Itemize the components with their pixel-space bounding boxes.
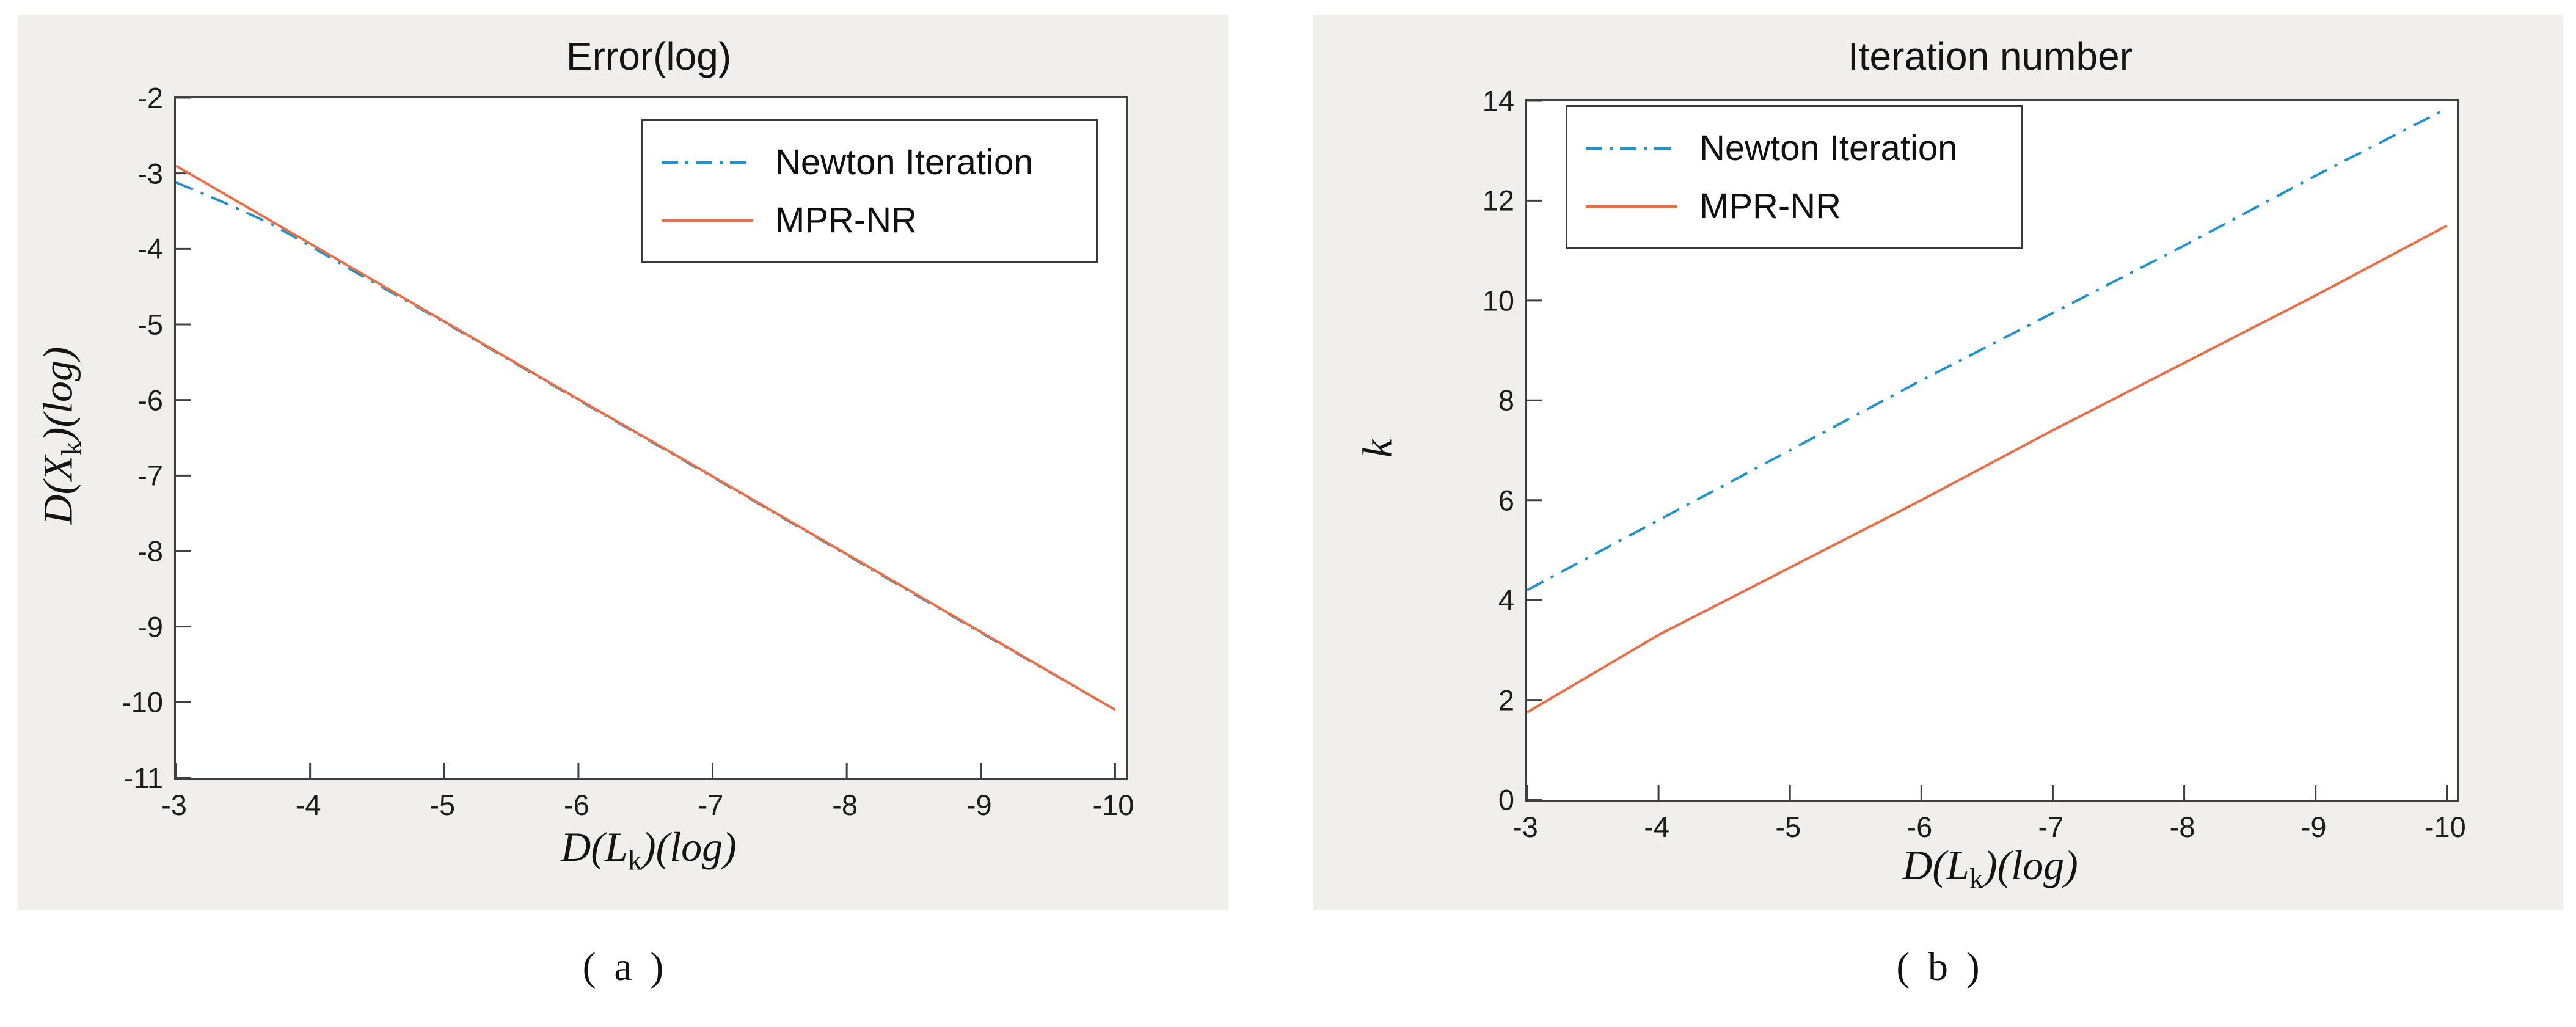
x-tick-label: -7 — [698, 789, 724, 821]
x-tick-label: -6 — [1906, 811, 1933, 843]
x-tick-label: -8 — [832, 789, 858, 821]
x-axis-label-sub: k — [1969, 863, 1983, 895]
legend-item-label: MPR-NR — [1699, 186, 1841, 226]
x-axis-label-pre: D(L — [1902, 842, 1969, 888]
legend: Newton Iteration MPR-NR — [641, 119, 1098, 263]
legend-item-mpr-nr: MPR-NR — [662, 200, 1078, 241]
chart-canvas — [1527, 101, 2448, 800]
y-axis-label: k — [1354, 439, 1408, 458]
y-tick-label: -9 — [137, 610, 163, 643]
legend-line-sample — [662, 161, 753, 164]
y-tick-label: -5 — [137, 308, 163, 341]
caption-a: (a) — [582, 945, 682, 989]
y-tick-label: 0 — [1498, 783, 1514, 816]
x-tick-label: -4 — [1644, 811, 1670, 843]
series-line-mpr-nr — [176, 164, 1116, 711]
x-axis-label-post: )(log) — [1983, 842, 2078, 888]
y-tick-label: 8 — [1498, 384, 1514, 417]
legend-item-label: Newton Iteration — [775, 142, 1034, 182]
x-axis-label-pre: D(L — [561, 824, 628, 870]
x-tick-label: -7 — [2038, 811, 2064, 843]
legend-item-newton-iteration: Newton Iteration — [662, 142, 1078, 183]
y-tick-label: -10 — [122, 685, 163, 718]
y-tick-label: -6 — [137, 384, 163, 417]
x-tick-label: -4 — [295, 789, 321, 821]
x-tick-label: -5 — [429, 789, 456, 821]
y-axis-label-pre: k — [1354, 439, 1401, 458]
chart-title: Error(log) — [566, 34, 732, 78]
x-axis-label-sub: k — [627, 845, 642, 877]
y-tick-label: 2 — [1498, 684, 1514, 717]
x-tick-label: -8 — [2169, 811, 2195, 843]
legend-item-label: MPR-NR — [775, 200, 917, 240]
x-tick-label: -9 — [2301, 811, 2327, 843]
y-tick-label: 6 — [1498, 484, 1514, 517]
series-line-mpr-nr — [1527, 224, 2448, 714]
y-tick-label: -2 — [137, 81, 163, 114]
y-tick-label: -3 — [137, 157, 163, 190]
y-tick-label: -8 — [137, 535, 163, 568]
x-tick-label: -9 — [966, 789, 992, 821]
chart-canvas — [176, 98, 1116, 778]
x-axis-label-post: )(log) — [641, 824, 737, 870]
y-tick-label: -7 — [137, 459, 163, 492]
legend-line-sample — [1586, 205, 1677, 208]
x-tick-label: -10 — [2424, 811, 2466, 843]
x-axis-label: D(Lk)(log) — [561, 823, 737, 877]
x-tick-label: -10 — [1092, 789, 1134, 821]
figure-panel-a: Error(log) D(Xk)(log) D(Lk)(log) Newton … — [18, 15, 1228, 910]
y-tick-label: -4 — [137, 232, 163, 265]
legend-item-mpr-nr: MPR-NR — [1586, 186, 2002, 227]
legend-line-sample — [662, 219, 753, 222]
legend-item-label: Newton Iteration — [1699, 128, 1958, 168]
y-axis-label-sub: k — [56, 441, 88, 456]
y-tick-label: 12 — [1482, 184, 1514, 217]
figure-panel-b: Iteration number k D(Lk)(log) Newton Ite… — [1313, 15, 2563, 910]
y-tick-label: 4 — [1498, 583, 1514, 616]
legend-line-sample — [1586, 147, 1677, 150]
y-tick-label: -11 — [123, 761, 163, 794]
x-tick-label: -3 — [1512, 811, 1538, 843]
x-tick-label: -3 — [161, 789, 187, 821]
y-tick-label: 14 — [1482, 84, 1514, 117]
x-axis-label: D(Lk)(log) — [1902, 841, 2078, 896]
x-tick-label: -5 — [1775, 811, 1801, 843]
caption-b: (b) — [1896, 945, 1998, 989]
legend: Newton Iteration MPR-NR — [1566, 105, 2023, 249]
legend-item-newton-iteration: Newton Iteration — [1586, 128, 2002, 169]
y-axis-label: D(Xk)(log) — [34, 346, 89, 524]
y-tick-label: 10 — [1482, 284, 1514, 317]
x-tick-label: -6 — [563, 789, 589, 821]
chart-title: Iteration number — [1847, 34, 2133, 78]
